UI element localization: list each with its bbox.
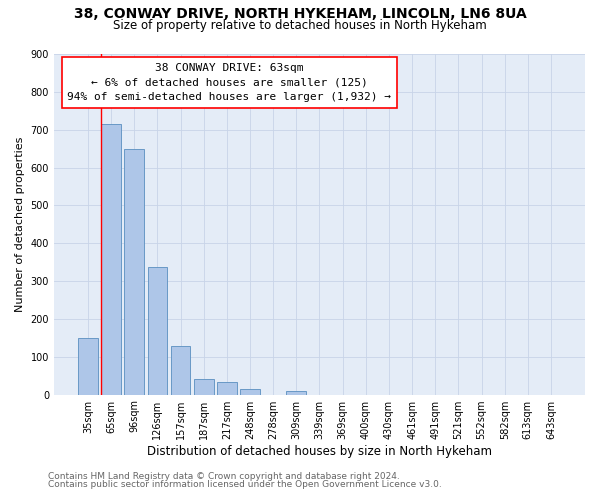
Bar [194,378,214,394]
Bar [217,382,236,394]
Bar [78,338,98,394]
X-axis label: Distribution of detached houses by size in North Hykeham: Distribution of detached houses by size … [147,444,492,458]
Text: 38, CONWAY DRIVE, NORTH HYKEHAM, LINCOLN, LN6 8UA: 38, CONWAY DRIVE, NORTH HYKEHAM, LINCOLN… [74,8,526,22]
Y-axis label: Number of detached properties: Number of detached properties [15,136,25,312]
Bar [240,390,260,394]
Bar [124,148,144,394]
Text: Contains public sector information licensed under the Open Government Licence v3: Contains public sector information licen… [48,480,442,489]
Bar [286,391,306,394]
Text: Size of property relative to detached houses in North Hykeham: Size of property relative to detached ho… [113,19,487,32]
Text: 38 CONWAY DRIVE: 63sqm
← 6% of detached houses are smaller (125)
94% of semi-det: 38 CONWAY DRIVE: 63sqm ← 6% of detached … [67,62,391,102]
Bar [170,346,190,395]
Bar [101,124,121,394]
Bar [148,266,167,394]
Text: Contains HM Land Registry data © Crown copyright and database right 2024.: Contains HM Land Registry data © Crown c… [48,472,400,481]
